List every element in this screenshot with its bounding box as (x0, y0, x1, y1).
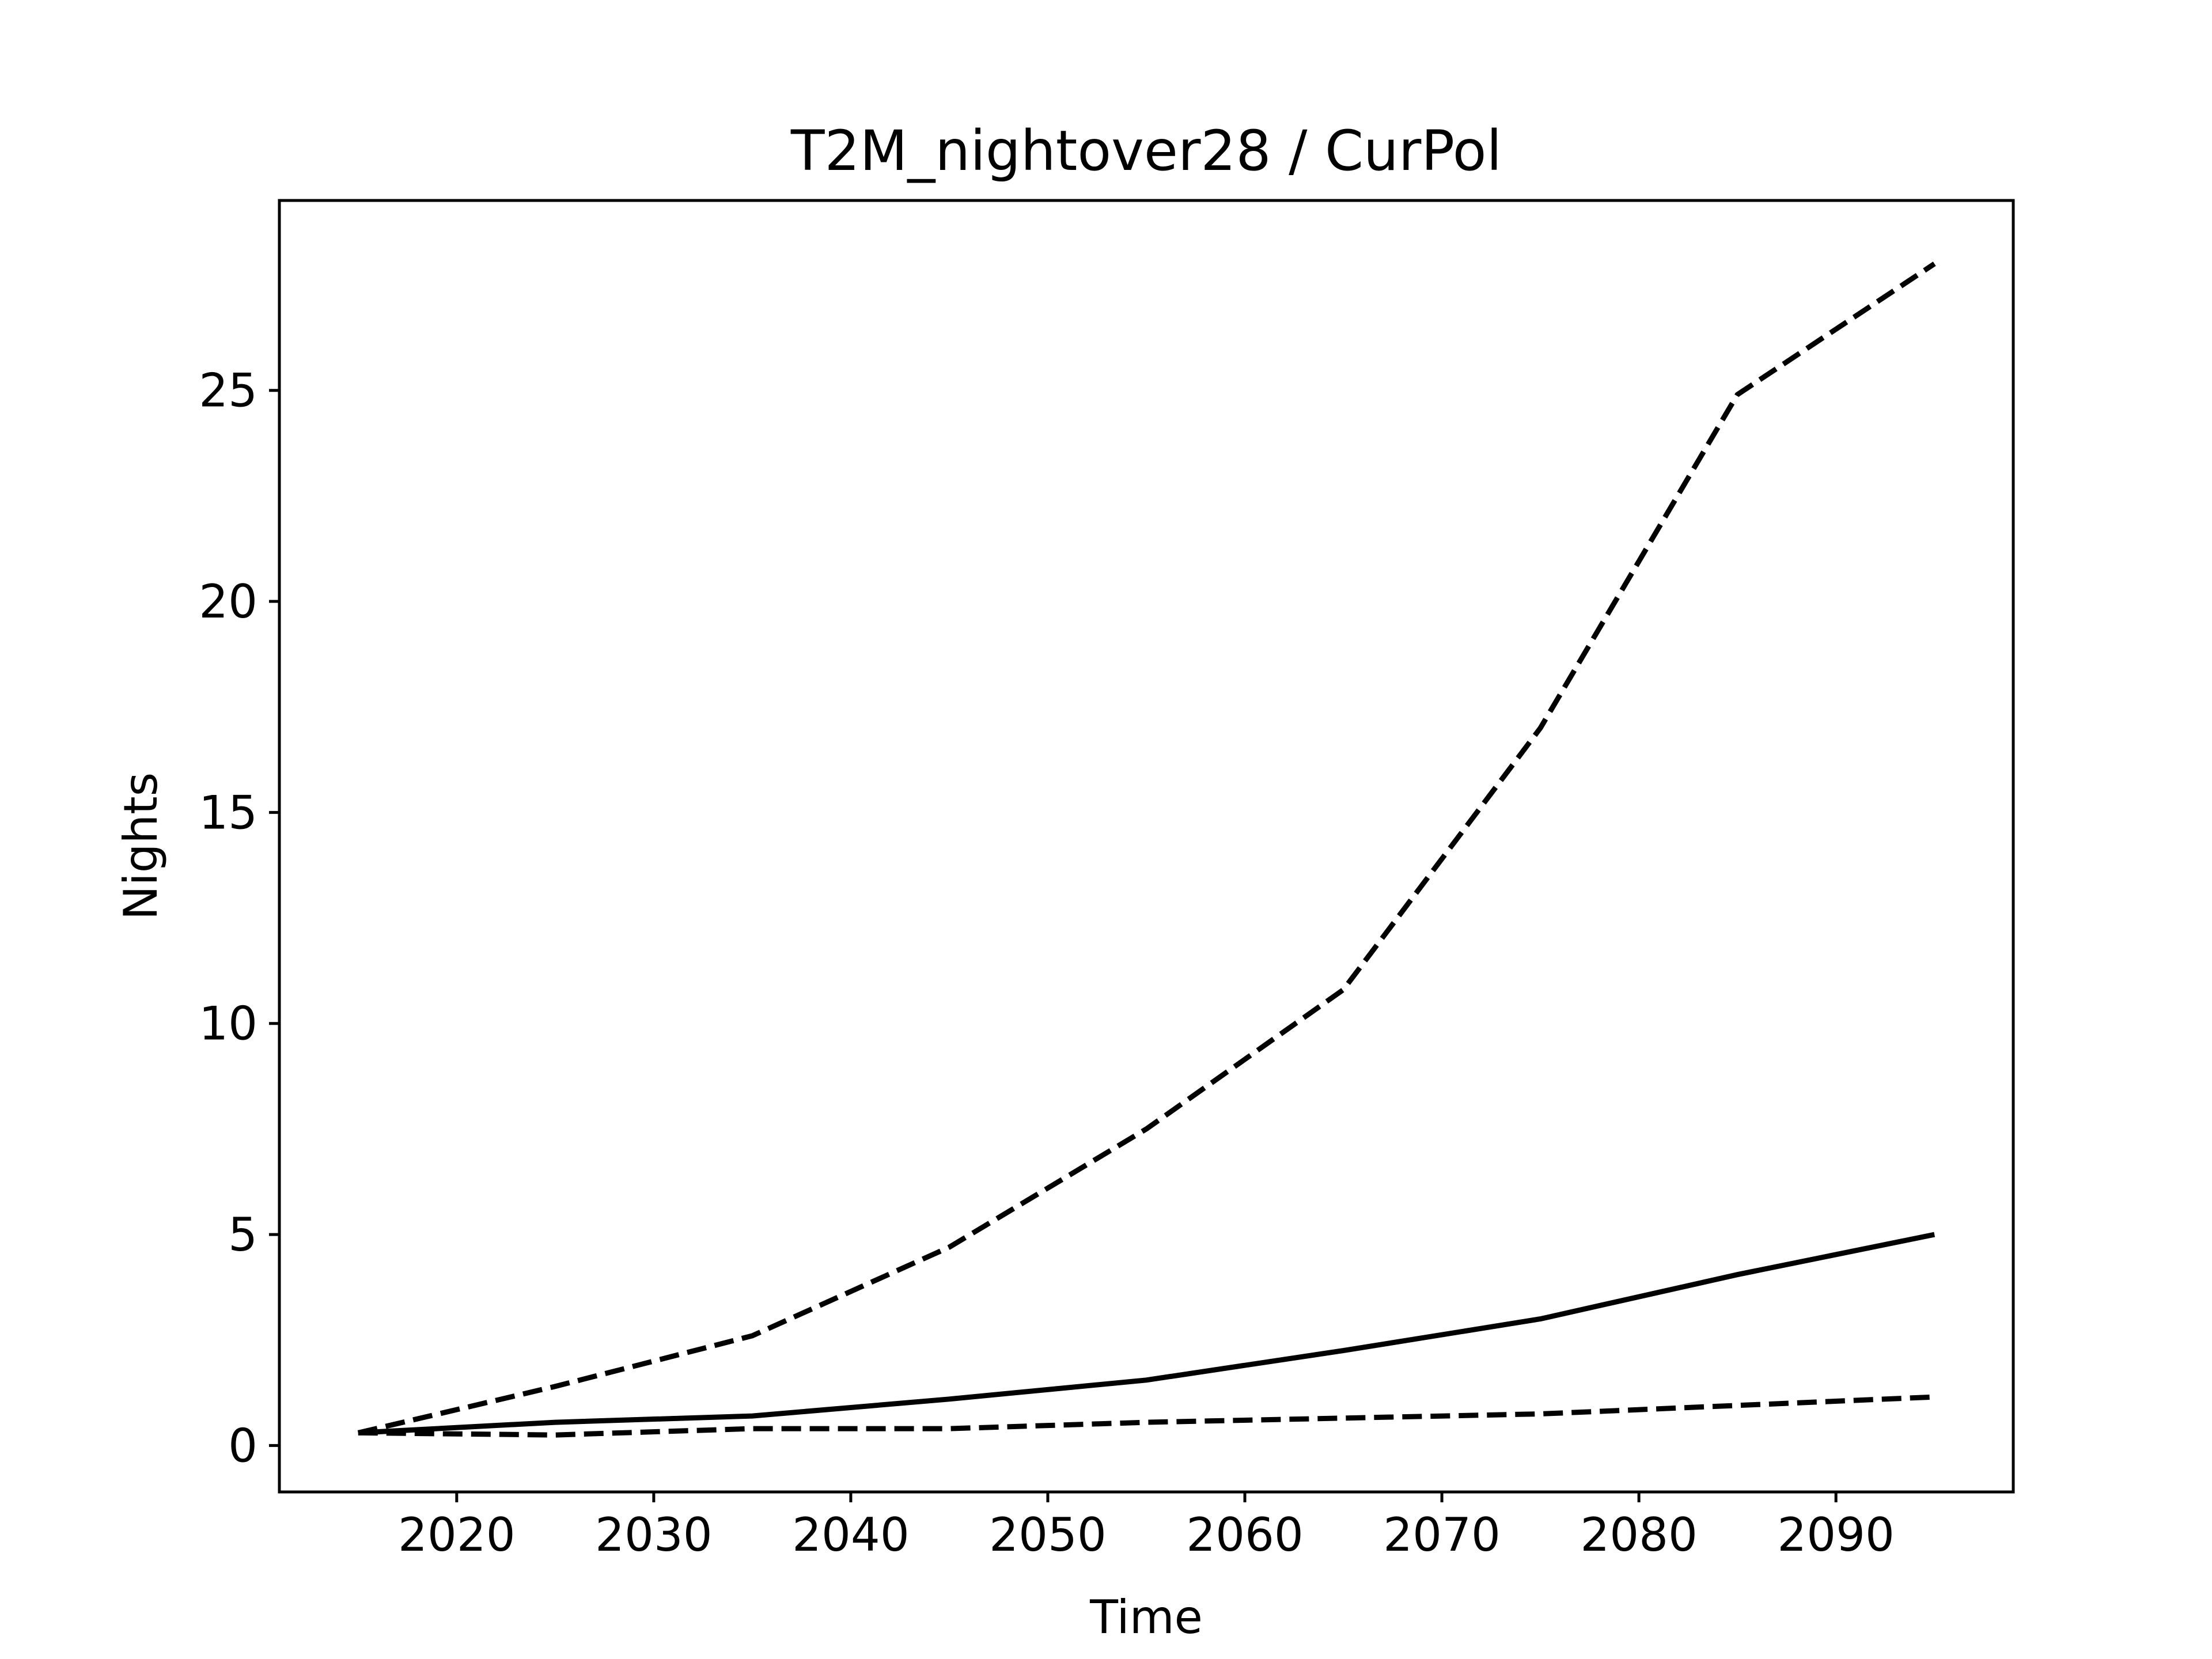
y-tick-label: 25 (199, 364, 257, 418)
x-tick-label: 2020 (398, 1508, 516, 1562)
y-tick-label: 20 (199, 575, 257, 628)
x-tick-label: 2060 (1186, 1508, 1304, 1562)
chart-title: T2M_nightover28 / CurPol (790, 119, 1502, 183)
y-tick-label: 0 (228, 1419, 257, 1472)
x-tick-label: 2080 (1580, 1508, 1698, 1562)
x-tick-label: 2030 (595, 1508, 713, 1562)
x-tick-label: 2090 (1777, 1508, 1895, 1562)
y-axis-ticks: 0 5 10 15 20 25 (199, 364, 279, 1472)
series-line-2 (358, 1232, 1936, 1435)
y-tick-label: 5 (228, 1208, 257, 1262)
x-tick-label: 2070 (1383, 1508, 1501, 1562)
y-axis-label: Nights (114, 772, 168, 921)
series-line-1 (357, 262, 1936, 1435)
plot-frame (278, 199, 2015, 1494)
y-tick-label: 10 (199, 997, 257, 1051)
x-axis-label: Time (1089, 1590, 1203, 1644)
x-tick-label: 2040 (792, 1508, 910, 1562)
x-axis-ticks: 2020 2030 2040 2050 2060 2070 2080 2090 (398, 1492, 1895, 1562)
x-tick-label: 2050 (989, 1508, 1107, 1562)
series-line-3 (358, 1394, 1935, 1438)
series-layer (357, 262, 1936, 1438)
y-tick-label: 15 (199, 786, 257, 839)
